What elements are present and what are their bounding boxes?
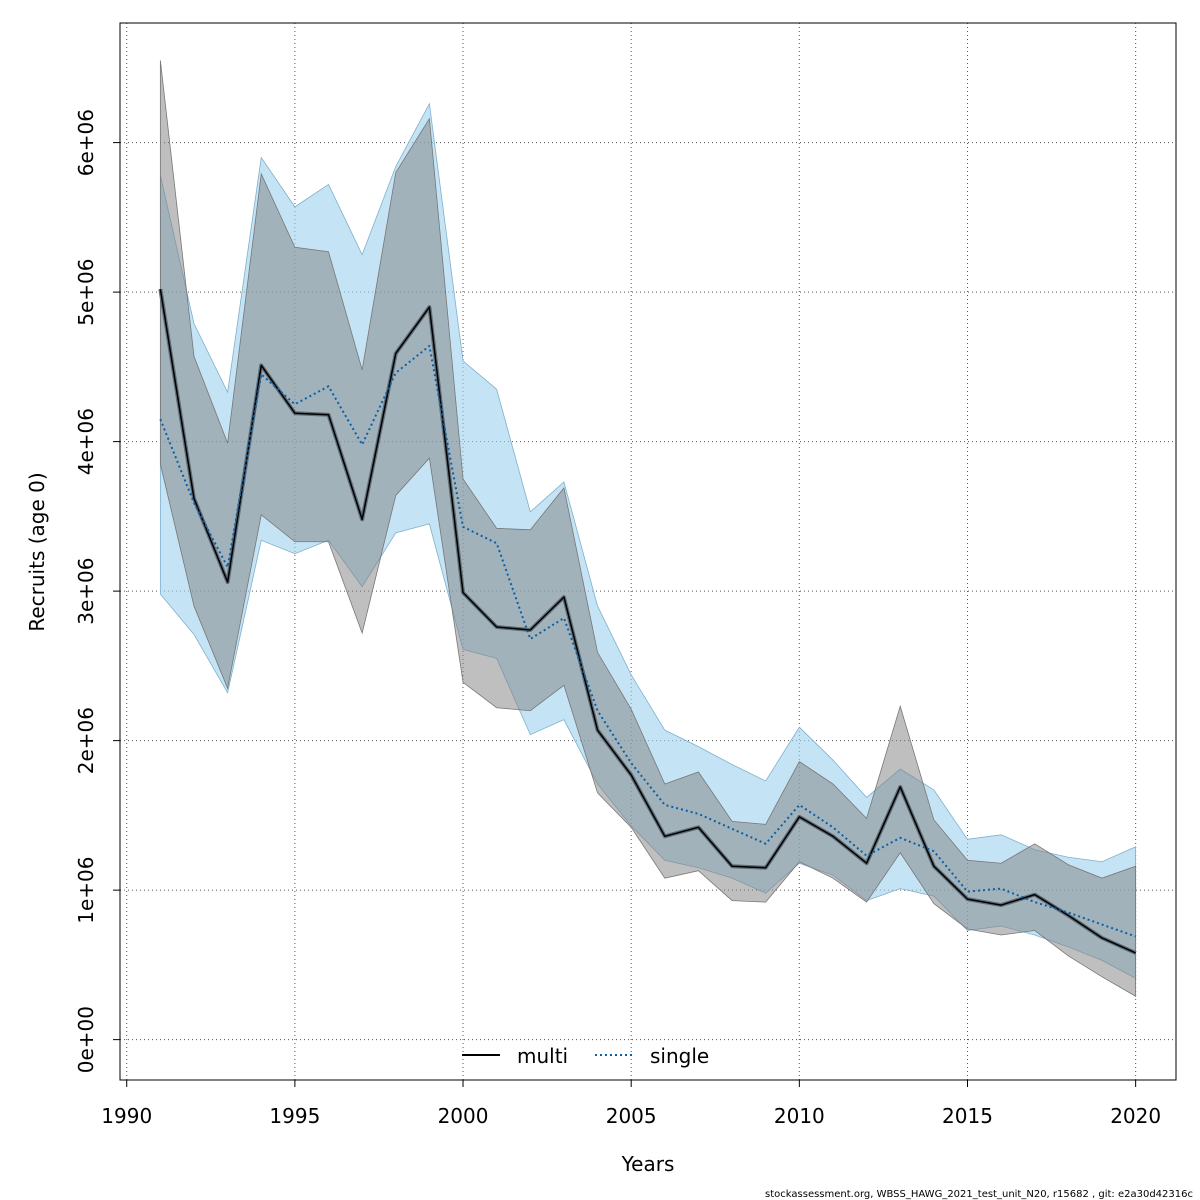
x-tick-label: 2005 — [606, 1104, 657, 1128]
x-tick-label: 2010 — [774, 1104, 825, 1128]
x-tick-label: 2020 — [1110, 1104, 1161, 1128]
y-axis-title: Recruits (age 0) — [25, 472, 49, 631]
y-tick-label: 0e+00 — [74, 1006, 98, 1073]
x-tick-label: 2015 — [942, 1104, 993, 1128]
legend-multi-label: multi — [517, 1044, 568, 1068]
x-tick-label: 1990 — [101, 1104, 152, 1128]
y-tick-label: 5e+06 — [74, 258, 98, 325]
series-lines — [158, 288, 1137, 955]
axes: 1990 1995 2000 2005 2010 2015 2020 0e+00 1e+06 2e… — [74, 109, 1161, 1128]
y-tick-label: 6e+06 — [74, 109, 98, 176]
legend-single-label: single — [650, 1044, 709, 1068]
legend: multi single — [462, 1044, 709, 1068]
x-axis-title: Years — [621, 1152, 675, 1176]
band-multi — [159, 60, 1137, 997]
x-tick-label: 1995 — [269, 1104, 320, 1128]
x-tick-label: 2000 — [438, 1104, 489, 1128]
y-tick-label: 2e+06 — [74, 707, 98, 774]
y-tick-label: 4e+06 — [74, 408, 98, 475]
confidence-bands — [159, 60, 1137, 997]
footer-credit: stockassessment.org, WBSS_HAWG_2021_test… — [765, 1189, 1193, 1200]
y-tick-label: 3e+06 — [74, 557, 98, 624]
y-tick-label: 1e+06 — [74, 857, 98, 924]
line-multi — [159, 288, 1136, 954]
line-single — [159, 344, 1136, 938]
